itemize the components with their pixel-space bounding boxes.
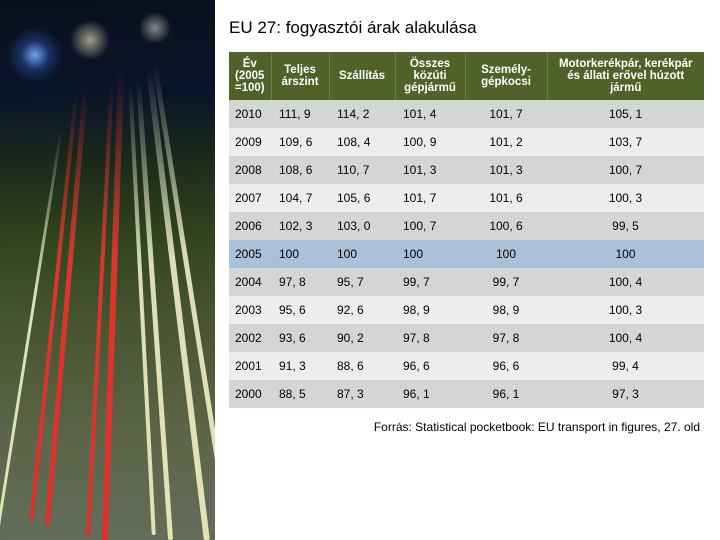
column-header: Személy-gépkocsi <box>465 52 547 100</box>
column-header: Motorkerékpár, kerékpár és állati erővel… <box>547 52 704 100</box>
cell-value: 110, 7 <box>329 156 395 184</box>
cell-value: 102, 3 <box>271 212 329 240</box>
table-row: 200395, 692, 698, 998, 9100, 3 <box>229 296 704 324</box>
cell-value: 96, 1 <box>395 380 465 408</box>
cell-value: 100 <box>547 240 704 268</box>
cell-value: 109, 6 <box>271 128 329 156</box>
cell-value: 100, 9 <box>395 128 465 156</box>
cell-value: 105, 6 <box>329 184 395 212</box>
cell-value: 101, 3 <box>465 156 547 184</box>
content-area: EU 27: fogyasztói árak alakulása Év (200… <box>215 0 720 540</box>
table-row: 2006102, 3103, 0100, 7100, 699, 5 <box>229 212 704 240</box>
cell-year: 2003 <box>229 296 271 324</box>
cell-value: 92, 6 <box>329 296 395 324</box>
cell-value: 105, 1 <box>547 100 704 128</box>
cell-value: 99, 5 <box>547 212 704 240</box>
cell-value: 101, 2 <box>465 128 547 156</box>
cell-value: 98, 9 <box>395 296 465 324</box>
source-citation: Forrás: Statistical pocketbook: EU trans… <box>229 420 704 434</box>
table-row: 200293, 690, 297, 897, 8100, 4 <box>229 324 704 352</box>
column-header: Összes közúti gépjármű <box>395 52 465 100</box>
cell-year: 2006 <box>229 212 271 240</box>
cell-value: 108, 6 <box>271 156 329 184</box>
cell-value: 96, 6 <box>465 352 547 380</box>
cell-value: 97, 3 <box>547 380 704 408</box>
table-row: 2010111, 9114, 2101, 4101, 7105, 1 <box>229 100 704 128</box>
cell-value: 111, 9 <box>271 100 329 128</box>
cell-year: 2008 <box>229 156 271 184</box>
price-table: Év (2005 =100)Teljes árszintSzállításÖss… <box>229 52 704 408</box>
table-row: 2008108, 6110, 7101, 3101, 3100, 7 <box>229 156 704 184</box>
cell-value: 108, 4 <box>329 128 395 156</box>
cell-value: 100, 4 <box>547 324 704 352</box>
cell-value: 91, 3 <box>271 352 329 380</box>
cell-year: 2004 <box>229 268 271 296</box>
cell-value: 100, 3 <box>547 296 704 324</box>
cell-value: 100 <box>329 240 395 268</box>
table-row: 2007104, 7105, 6101, 7101, 6100, 3 <box>229 184 704 212</box>
cell-value: 97, 8 <box>271 268 329 296</box>
cell-year: 2005 <box>229 240 271 268</box>
table-row: 200088, 587, 396, 196, 197, 3 <box>229 380 704 408</box>
table-row: 200497, 895, 799, 799, 7100, 4 <box>229 268 704 296</box>
cell-value: 97, 8 <box>395 324 465 352</box>
cell-year: 2000 <box>229 380 271 408</box>
cell-value: 90, 2 <box>329 324 395 352</box>
table-row: 2005100100100100100 <box>229 240 704 268</box>
cell-year: 2002 <box>229 324 271 352</box>
cell-value: 97, 8 <box>465 324 547 352</box>
cell-value: 98, 9 <box>465 296 547 324</box>
cell-value: 100, 7 <box>395 212 465 240</box>
cell-value: 103, 0 <box>329 212 395 240</box>
column-header: Év (2005 =100) <box>229 52 271 100</box>
cell-value: 100, 7 <box>547 156 704 184</box>
cell-value: 88, 5 <box>271 380 329 408</box>
cell-value: 103, 7 <box>547 128 704 156</box>
cell-value: 93, 6 <box>271 324 329 352</box>
cell-value: 87, 3 <box>329 380 395 408</box>
cell-value: 101, 6 <box>465 184 547 212</box>
cell-value: 95, 7 <box>329 268 395 296</box>
cell-year: 2010 <box>229 100 271 128</box>
cell-year: 2009 <box>229 128 271 156</box>
cell-value: 100, 4 <box>547 268 704 296</box>
table-row: 2009109, 6108, 4100, 9101, 2103, 7 <box>229 128 704 156</box>
column-header: Szállítás <box>329 52 395 100</box>
cell-value: 99, 4 <box>547 352 704 380</box>
page-title: EU 27: fogyasztói árak alakulása <box>229 18 704 38</box>
cell-value: 101, 4 <box>395 100 465 128</box>
cell-value: 101, 3 <box>395 156 465 184</box>
cell-value: 100, 3 <box>547 184 704 212</box>
slide: EU 27: fogyasztói árak alakulása Év (200… <box>0 0 720 540</box>
light-streak <box>152 65 215 540</box>
cell-value: 104, 7 <box>271 184 329 212</box>
cell-value: 96, 6 <box>395 352 465 380</box>
table-row: 200191, 388, 696, 696, 699, 4 <box>229 352 704 380</box>
cell-value: 99, 7 <box>465 268 547 296</box>
cell-value: 100 <box>395 240 465 268</box>
cell-value: 95, 6 <box>271 296 329 324</box>
cell-value: 101, 7 <box>395 184 465 212</box>
light-streak <box>102 70 124 540</box>
cell-year: 2001 <box>229 352 271 380</box>
cell-value: 96, 1 <box>465 380 547 408</box>
cell-value: 99, 7 <box>395 268 465 296</box>
cell-value: 100 <box>465 240 547 268</box>
cell-value: 100, 6 <box>465 212 547 240</box>
column-header: Teljes árszint <box>271 52 329 100</box>
cell-value: 114, 2 <box>329 100 395 128</box>
background-image <box>0 0 215 540</box>
cell-value: 88, 6 <box>329 352 395 380</box>
cell-value: 100 <box>271 240 329 268</box>
cell-value: 101, 7 <box>465 100 547 128</box>
cell-year: 2007 <box>229 184 271 212</box>
